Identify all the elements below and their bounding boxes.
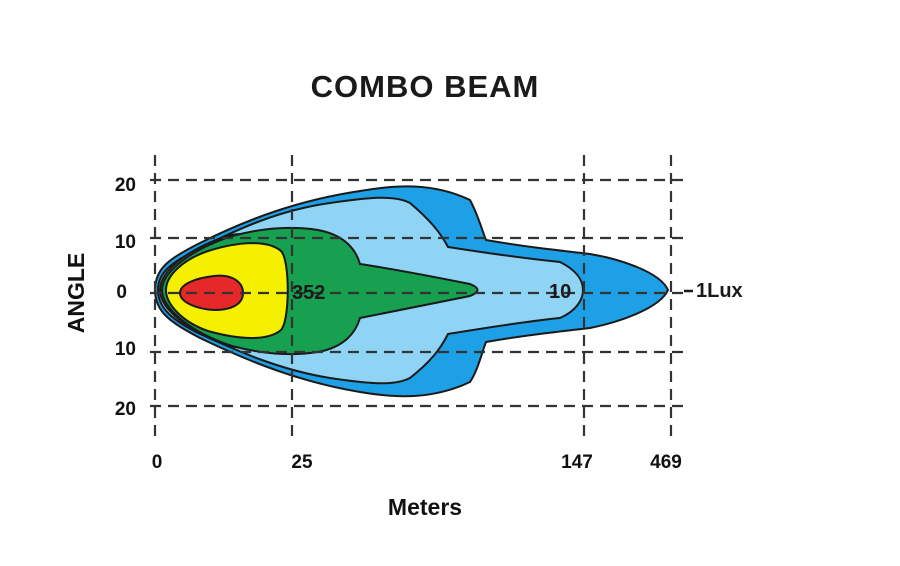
x-tick-labels: 0 25 147 469 [152, 452, 682, 473]
y-tick-labels: 20 10 0 10 20 [115, 175, 136, 420]
y-tick-label: 20 [115, 175, 136, 196]
x-tick-label: 147 [561, 452, 593, 473]
y-axis-label: ANGLE [63, 253, 89, 334]
chart-title: COMBO BEAM [311, 69, 540, 104]
beam-zones [153, 185, 670, 398]
x-tick-label: 25 [291, 452, 313, 473]
x-tick-label: 469 [650, 452, 682, 473]
x-axis-label: Meters [388, 494, 462, 520]
y-tick-label: 20 [115, 399, 136, 420]
y-tick-label: 0 [116, 282, 127, 303]
y-tick-label: 10 [115, 339, 136, 360]
grid [150, 155, 690, 440]
x-tick-label: 0 [152, 452, 163, 473]
lux-label: 1Lux [696, 280, 743, 302]
data-label-352: 352 [292, 282, 325, 304]
data-label-10: 10 [549, 281, 571, 303]
y-tick-label: 10 [115, 232, 136, 253]
